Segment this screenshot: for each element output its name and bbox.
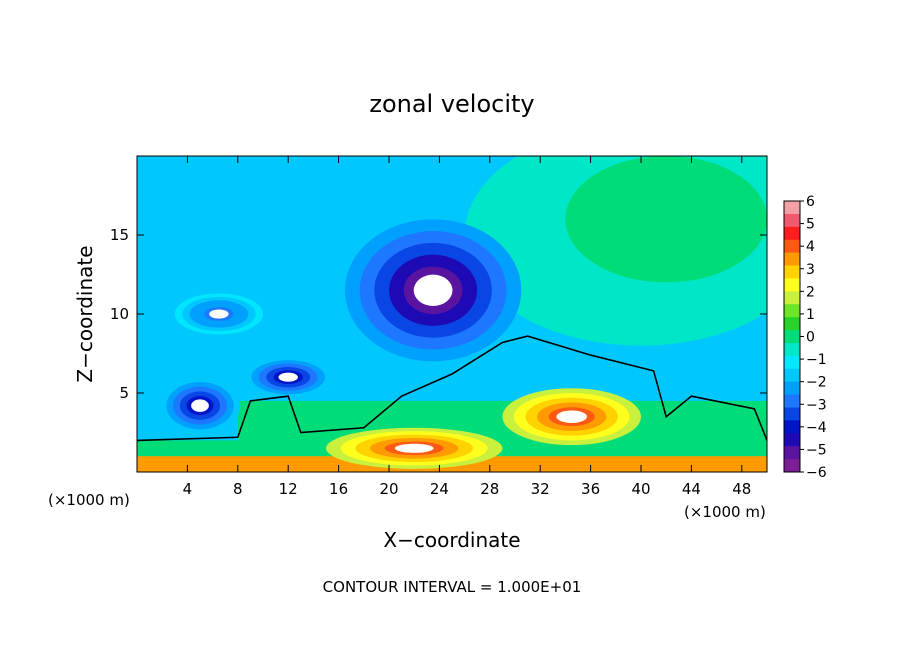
- x-tick-label: 20: [379, 480, 398, 498]
- saturated-core: [209, 309, 229, 319]
- colorbar-swatch: [784, 304, 800, 318]
- colorbar-swatch: [784, 317, 800, 331]
- colorbar-tick-label: −3: [806, 397, 827, 413]
- colorbar-swatch: [784, 239, 800, 254]
- colorbar-tick-label: 6: [806, 194, 815, 210]
- x-axis: 4 8 12 16 20 24 28 32 36 40 44 48: [183, 156, 751, 498]
- colorbar-swatch: [784, 330, 800, 344]
- colorbar-tick-label: 0: [806, 330, 815, 346]
- colorbar-tick-label: 1: [806, 307, 815, 323]
- colorbar-swatch: [784, 368, 800, 383]
- colorbar-tick-label: 5: [806, 217, 815, 233]
- y-tick-label: 5: [119, 384, 129, 402]
- colorbar-tick-label: −1: [806, 352, 827, 368]
- y-axis: 5 10 15: [110, 226, 767, 402]
- x-tick-label: 24: [430, 480, 449, 498]
- colorbar-swatch: [784, 446, 800, 460]
- colorbar-swatch: [784, 265, 800, 279]
- colorbar-tick-label: 4: [806, 239, 815, 255]
- colorbar-swatch: [784, 459, 800, 473]
- contour-interval-note: CONTOUR INTERVAL = 1.000E+01: [323, 578, 582, 596]
- plot-area: [137, 156, 767, 472]
- saturated-core: [191, 399, 209, 412]
- x-tick-label: 4: [183, 480, 193, 498]
- colorbar-swatch: [784, 201, 800, 215]
- saturated-core: [556, 410, 587, 423]
- colorbar: 6 5 4 3 2 1 0 −1 −2 −3 −4 −5 −6: [783, 194, 827, 481]
- zero-contour: [137, 335, 767, 442]
- colorbar-swatch: [784, 278, 800, 292]
- colorbar-tick-label: 2: [806, 284, 815, 300]
- saturated-core: [278, 372, 298, 382]
- x-tick-label: 40: [631, 480, 650, 498]
- colorbar-swatch: [784, 381, 800, 396]
- colorbar-swatch: [784, 291, 800, 305]
- x-tick-label: 32: [531, 480, 550, 498]
- field-region: [565, 156, 767, 283]
- x-axis-label: X−coordinate: [383, 528, 520, 552]
- y-tick-label: 10: [110, 305, 129, 323]
- x-tick-label: 44: [682, 480, 701, 498]
- colorbar-swatch: [784, 433, 800, 447]
- colorbar-swatch: [784, 420, 800, 434]
- x-tick-label: 12: [279, 480, 298, 498]
- colorbar-tick-label: −5: [806, 442, 827, 458]
- x-tick-label: 36: [581, 480, 600, 498]
- saturated-core: [394, 443, 434, 453]
- colorbar-tick-label: 3: [806, 262, 815, 278]
- colorbar-tick-label: −2: [806, 375, 827, 391]
- x-tick-label: 48: [732, 480, 751, 498]
- colorbar-swatch: [784, 407, 800, 421]
- colorbar-swatch: [784, 226, 800, 241]
- y-tick-label: 15: [110, 226, 129, 244]
- saturated-core: [413, 274, 453, 306]
- colorbar-swatch: [784, 394, 800, 408]
- colorbar-swatch: [784, 213, 800, 228]
- x-tick-label: 16: [329, 480, 348, 498]
- x-unit-left: (×1000 m): [48, 491, 130, 509]
- colorbar-tick-label: −6: [806, 465, 827, 481]
- colorbar-swatch: [784, 355, 800, 370]
- colorbar-swatch: [784, 252, 800, 267]
- colorbar-swatch: [784, 342, 800, 357]
- x-tick-label: 8: [233, 480, 243, 498]
- x-unit-right: (×1000 m): [684, 503, 766, 521]
- x-tick-label: 28: [480, 480, 499, 498]
- chart-title: zonal velocity: [369, 90, 534, 118]
- colorbar-tick-label: −4: [806, 420, 827, 436]
- y-axis-label: Z−coordinate: [73, 245, 97, 382]
